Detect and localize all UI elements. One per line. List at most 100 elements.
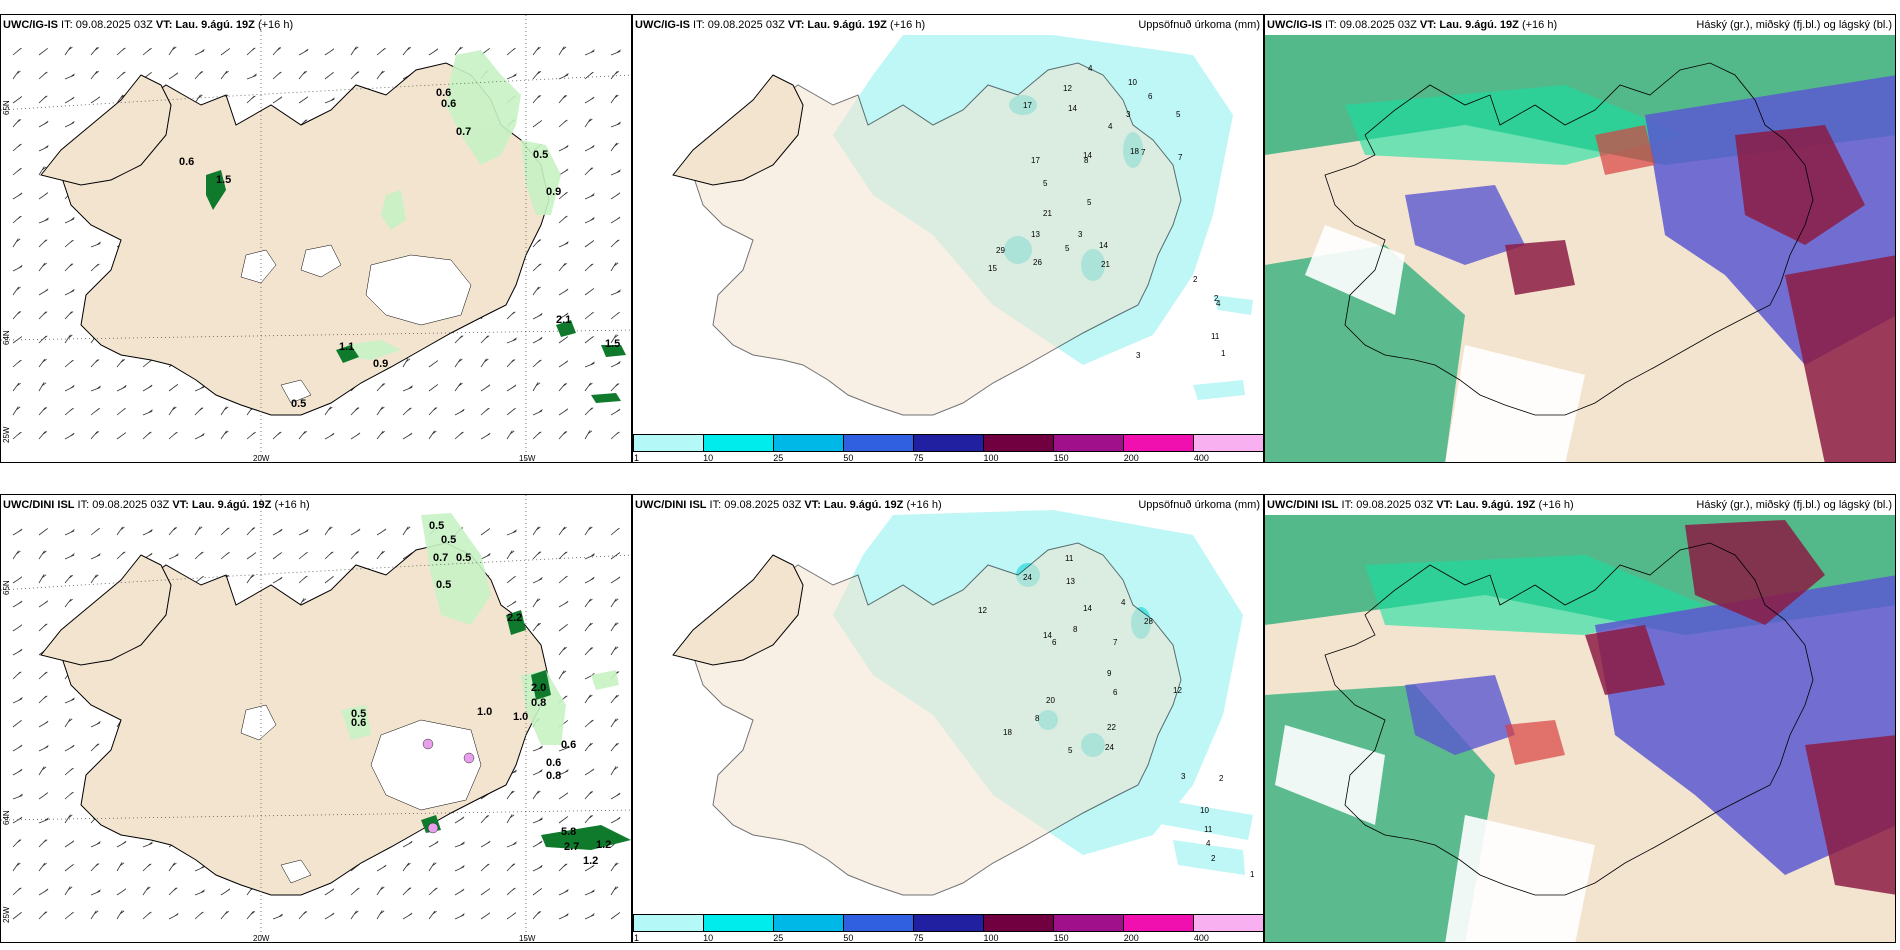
wind-barb [246,73,257,80]
wind-barb [220,48,231,56]
precip-value-label: 6 [1148,92,1153,101]
colorbar-tick-label: 50 [843,453,854,463]
wind-value-label: 1.5 [216,174,231,186]
wind-value-label: 2.7 [564,841,579,853]
wind-barb [350,887,360,896]
colorbar-tick-label: 25 [773,453,784,463]
wind-barb [376,886,385,896]
wind-barb [584,167,594,176]
wind-barb [402,47,412,56]
wind-barb [610,121,621,128]
wind-barb [64,814,73,824]
wind-barb [12,671,22,680]
wind-panel-top: UWC/IG-IS IT: 09.08.2025 03Z VT: Lau. 9.… [0,14,632,463]
wind-barb [38,695,48,704]
wind-barb [38,528,49,536]
wind-barb [610,886,619,896]
precip-value-label: 12 [978,606,987,615]
wind-barb [558,889,569,896]
wind-barb [12,286,21,296]
wind-barb [246,431,256,440]
wind-value-label: 1.2 [596,839,611,851]
precip-value-label: 4 [1108,122,1113,131]
wind-barb [584,217,595,224]
colorbar-segment [914,915,984,931]
wind-barb [64,840,75,848]
wind-barb [584,145,595,152]
wind-barb [402,862,411,872]
wind-barb [168,887,178,896]
wind-barb [610,334,619,344]
wind-barb [64,217,75,224]
wind-barb [168,862,177,872]
wind-barb [64,334,73,344]
wind-barb [194,889,205,896]
wind-barb [376,383,386,392]
wind-barb [38,888,49,896]
wind-barb [506,887,516,896]
panel-variable: Uppsöfnuð úrkoma (mm) [1138,499,1260,511]
wind-barb [402,432,413,440]
colorbar-tick-label: 150 [1053,453,1069,463]
wind-barb [90,721,101,728]
wind-barb [610,766,619,776]
axis-label-20w: 20W [253,454,270,463]
wind-barb [584,240,595,248]
wind-barb [64,73,75,80]
precip-value-label: 11 [1204,825,1213,834]
precip-value-label: 5 [1176,110,1181,119]
precip-value-label: 3 [1078,230,1083,239]
wind-barb [116,840,127,848]
wind-barb [350,407,360,416]
wind-value-label: 1.0 [477,706,492,718]
wind-barb [428,360,439,368]
colorbar-tick-label: 100 [983,453,999,463]
colorbar-tick-label: 25 [773,933,784,943]
wind-barb [402,358,411,368]
wind-barb [116,385,127,392]
axis-label-64n: 64N [2,810,11,825]
colorbar-segment [914,435,984,451]
wind-barb [246,552,257,560]
wind-barb [90,431,100,440]
wind-barb [12,697,23,704]
wind-barb [350,432,361,440]
wind-barb [90,743,100,752]
precip-value-label: 8 [1073,625,1078,634]
colorbar-ticks: 1 10 25 50 75 100 150 200 400 [633,453,1263,463]
precip-value-label: 10 [1200,806,1209,815]
colorbar-segment [1124,915,1194,931]
wind-barb [64,744,75,752]
cloud-map [1265,35,1895,462]
wind-barb [220,910,230,920]
wind-barb [532,526,541,536]
wind-barb [298,71,308,80]
wind-barb [194,433,205,440]
glaciers [240,244,472,404]
wind-barb [558,119,568,128]
wind-barb [38,766,47,776]
precip-value-label: 29 [996,246,1005,255]
wind-barb [38,407,48,416]
wind-barb [116,526,125,536]
wind-barb [90,863,100,872]
wind-value-label: 0.5 [533,149,548,161]
precip-value-label: 14 [1083,151,1092,160]
wind-barb [64,886,73,896]
precip-value-label: 3 [1181,772,1186,781]
wind-barb [142,863,152,872]
wind-barb [532,622,541,632]
wind-barb [324,912,335,920]
wind-barb [376,550,385,560]
wind-barb [610,576,621,584]
panel-variable: Háský (gr.), miðský (fj.bl.) og lágský (… [1696,19,1892,31]
wind-barb [298,529,309,536]
wind-barb [324,97,335,104]
wind-barb [584,361,595,368]
wind-barb [610,239,620,248]
wind-barb [64,239,74,248]
precip-value-label: 11 [1065,554,1074,563]
colorbar-segment [634,915,704,931]
precip-value-label: 5 [1065,244,1070,253]
